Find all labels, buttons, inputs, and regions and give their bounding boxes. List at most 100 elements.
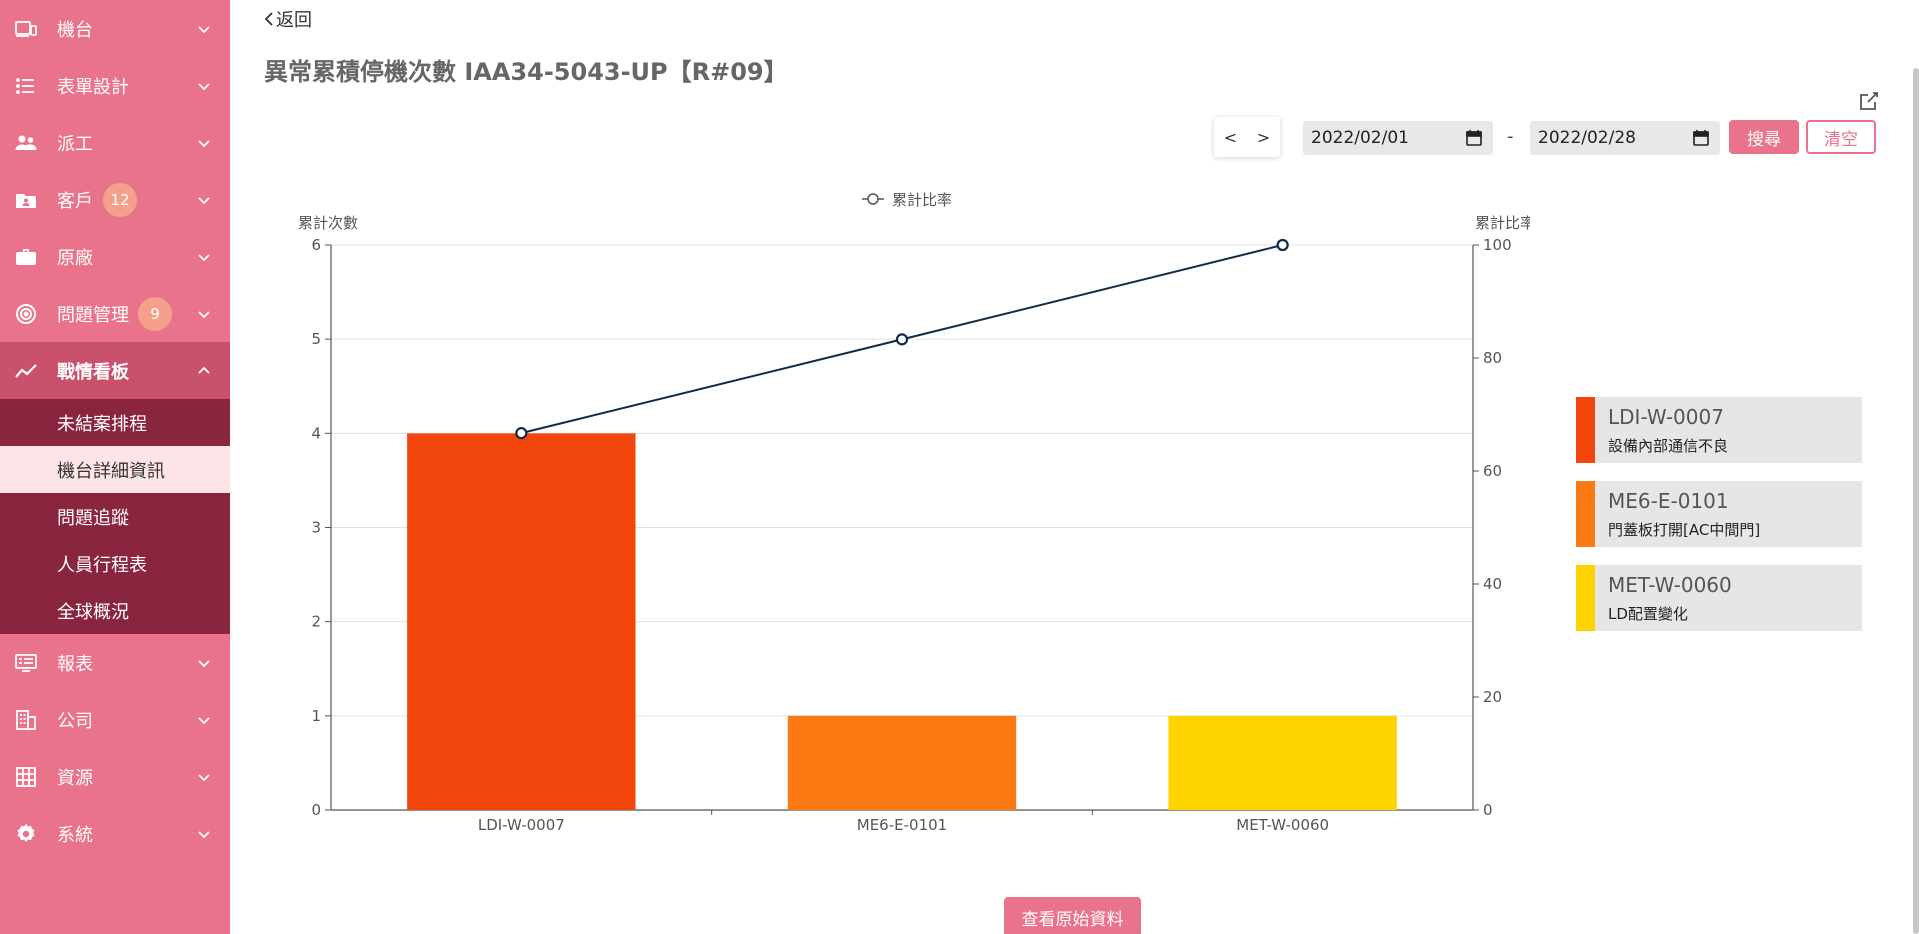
legend-color-swatch xyxy=(1576,565,1595,631)
start-date-value: 2022/02/01 xyxy=(1311,128,1409,148)
view-raw-data-button[interactable]: 查看原始資料 xyxy=(1004,897,1141,934)
date-range-separator: - xyxy=(1507,126,1514,147)
bar xyxy=(1168,715,1397,810)
chevron-down-icon xyxy=(198,253,210,261)
y-left-tick-label: 6 xyxy=(311,236,321,254)
submenu-item-machine-details[interactable]: 機台詳細資訊 xyxy=(0,446,230,493)
sidebar-item-system[interactable]: 系統 xyxy=(0,805,230,862)
sidebar-item-dashboard[interactable]: 戰情看板 xyxy=(0,342,230,399)
chevron-up-icon xyxy=(198,366,210,374)
y-left-tick-label: 1 xyxy=(311,707,321,725)
legend-description: LD配置變化 xyxy=(1608,605,1688,623)
legend-code: LDI-W-0007 xyxy=(1608,405,1724,429)
legend-code: ME6-E-0101 xyxy=(1608,489,1729,513)
legend-description: 設備內部通信不良 xyxy=(1608,437,1729,455)
x-tick-label: ME6-E-0101 xyxy=(857,816,947,834)
briefcase-icon xyxy=(16,248,36,265)
gear-icon xyxy=(17,823,35,842)
sidebar-item-issue-management[interactable]: 問題管理 9 xyxy=(0,285,230,342)
series-point xyxy=(895,333,909,346)
x-tick-label: LDI-W-0007 xyxy=(478,816,565,834)
series-point xyxy=(515,427,528,440)
y-right-tick-label: 100 xyxy=(1483,236,1512,254)
sidebar-item-label: 公司 xyxy=(57,710,93,732)
sidebar-item-resources[interactable]: 資源 xyxy=(0,748,230,805)
end-date-input[interactable]: 2022/02/28 xyxy=(1530,121,1720,155)
back-label: 返回 xyxy=(276,10,312,31)
legend-card-ldi-w-0007[interactable]: LDI-W-0007 設備內部通信不良 xyxy=(1576,397,1862,463)
y-left-tick-label: 4 xyxy=(311,424,321,442)
sidebar-item-dispatch[interactable]: 派工 xyxy=(0,114,230,171)
series-legend-marker xyxy=(867,193,879,205)
start-date-input[interactable]: 2022/02/01 xyxy=(1303,121,1493,155)
sidebar-item-label: 原廠 xyxy=(57,247,93,269)
building-icon xyxy=(16,709,36,730)
prev-period-button[interactable]: < xyxy=(1223,127,1238,147)
series-legend-label: 累計比率 xyxy=(892,191,952,209)
sidebar-item-manufacturer[interactable]: 原廠 xyxy=(0,228,230,285)
series-point xyxy=(1276,238,1289,252)
list-icon xyxy=(16,77,34,94)
y-right-axis-label: 累計比率 xyxy=(1475,214,1530,232)
x-tick-label: MET-W-0060 xyxy=(1236,816,1329,834)
y-left-tick-label: 0 xyxy=(311,801,321,819)
people-icon xyxy=(15,135,37,150)
back-link[interactable]: 返回 xyxy=(264,6,312,32)
sidebar: 機台 表單設計 派工 客戶 12 原廠 問題管理 9 xyxy=(0,0,230,934)
chevron-down-icon xyxy=(198,830,210,838)
period-nav: < > xyxy=(1214,117,1280,157)
bar xyxy=(407,433,636,810)
sidebar-item-label: 資源 xyxy=(57,767,93,789)
sidebar-item-label: 客戶 xyxy=(57,190,93,212)
legend-code: MET-W-0060 xyxy=(1608,573,1732,597)
chevron-down-icon xyxy=(198,25,210,33)
chevron-down-icon xyxy=(198,773,210,781)
calendar-icon[interactable] xyxy=(1465,129,1483,147)
chevron-left-icon xyxy=(264,12,273,26)
next-period-button[interactable]: > xyxy=(1256,127,1271,147)
submenu-item-issue-tracking[interactable]: 問題追蹤 xyxy=(57,507,129,529)
dashboard-submenu: 未結案排程 機台詳細資訊 問題追蹤 人員行程表 全球概況 xyxy=(0,399,230,634)
legend-card-me6-e-0101[interactable]: ME6-E-0101 門蓋板打開[AC中間門] xyxy=(1576,481,1862,547)
sidebar-item-company[interactable]: 公司 xyxy=(0,691,230,748)
external-link-icon[interactable] xyxy=(1858,90,1880,112)
sidebar-item-reports[interactable]: 報表 xyxy=(0,634,230,691)
sidebar-item-label: 問題管理 xyxy=(57,304,129,326)
legend-color-swatch xyxy=(1576,481,1595,547)
sidebar-item-label: 報表 xyxy=(57,653,93,675)
sidebar-item-label: 表單設計 xyxy=(57,76,129,98)
submenu-item-global-overview[interactable]: 全球概況 xyxy=(57,601,129,623)
y-right-tick-label: 80 xyxy=(1483,349,1502,367)
submenu-item-staff-schedule[interactable]: 人員行程表 xyxy=(57,554,147,576)
issues-count-badge: 9 xyxy=(138,296,172,331)
sidebar-item-machines[interactable]: 機台 xyxy=(0,0,230,57)
search-button[interactable]: 搜尋 xyxy=(1729,120,1799,154)
sidebar-item-customers[interactable]: 客戶 12 xyxy=(0,171,230,228)
chevron-down-icon xyxy=(198,139,210,147)
chevron-down-icon xyxy=(198,82,210,90)
sidebar-item-label: 派工 xyxy=(57,133,93,155)
legend-description: 門蓋板打開[AC中間門] xyxy=(1608,521,1761,539)
legend-card-met-w-0060[interactable]: MET-W-0060 LD配置變化 xyxy=(1576,565,1862,631)
submenu-item-open-case-schedule[interactable]: 未結案排程 xyxy=(57,413,147,435)
grid-icon xyxy=(16,766,36,787)
trend-line-icon xyxy=(15,363,37,378)
y-right-tick-label: 60 xyxy=(1483,462,1502,480)
devices-icon xyxy=(15,20,37,37)
y-right-tick-label: 0 xyxy=(1483,801,1493,819)
sidebar-item-form-design[interactable]: 表單設計 xyxy=(0,57,230,114)
calendar-icon[interactable] xyxy=(1692,129,1710,147)
y-left-axis-label: 累計次數 xyxy=(298,214,358,232)
page-scrollbar[interactable] xyxy=(1913,68,1919,934)
chevron-down-icon xyxy=(198,716,210,724)
sidebar-item-label: 機台 xyxy=(57,19,93,41)
chevron-down-icon xyxy=(198,659,210,667)
y-left-tick-label: 2 xyxy=(311,613,321,631)
end-date-value: 2022/02/28 xyxy=(1538,128,1636,148)
legend-color-swatch xyxy=(1576,397,1595,463)
clear-button[interactable]: 清空 xyxy=(1806,120,1876,154)
y-right-tick-label: 20 xyxy=(1483,688,1502,706)
page-title: 異常累積停機次數 IAA34-5043-UP【R#09】 xyxy=(264,58,788,86)
